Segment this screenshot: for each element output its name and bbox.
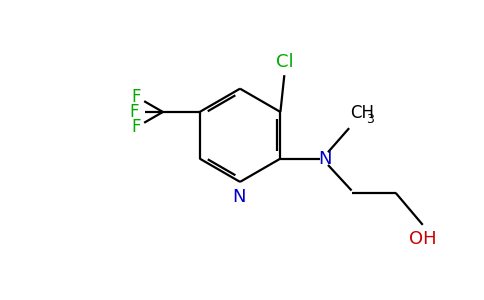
Text: Cl: Cl bbox=[275, 53, 293, 71]
Text: F: F bbox=[132, 118, 141, 136]
Text: CH: CH bbox=[350, 104, 375, 122]
Text: N: N bbox=[318, 150, 332, 168]
Text: F: F bbox=[130, 103, 139, 121]
Text: N: N bbox=[232, 188, 246, 206]
Text: 3: 3 bbox=[366, 113, 374, 126]
Text: F: F bbox=[132, 88, 141, 106]
Text: OH: OH bbox=[409, 230, 437, 248]
